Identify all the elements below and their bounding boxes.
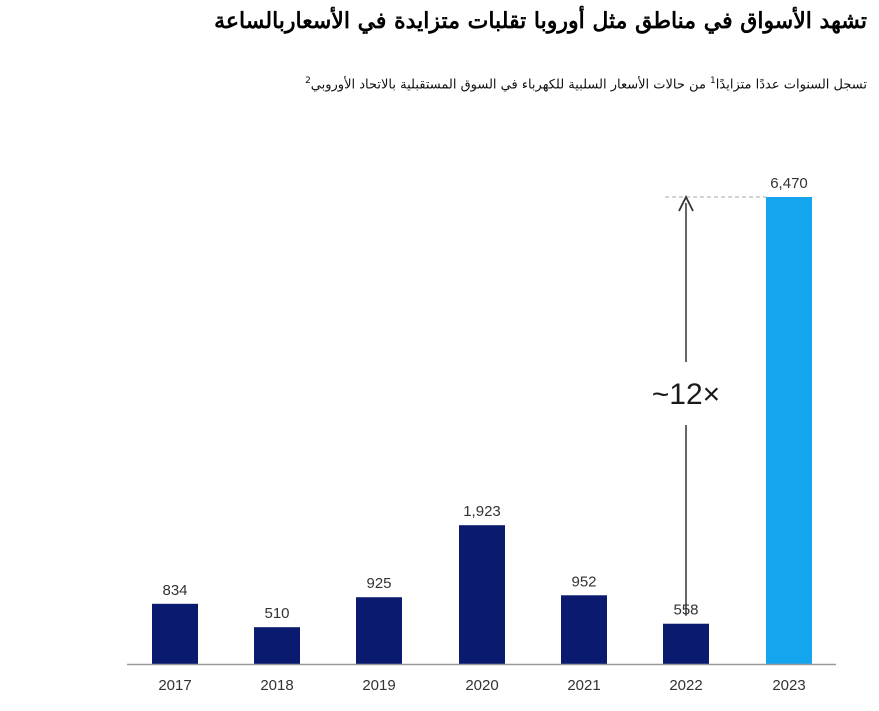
x-tick-label-2022: 2022 [669, 677, 702, 694]
value-label-2021: 952 [571, 573, 596, 590]
subtitle-text: تسجل السنوات عددًا متزايدًا [715, 77, 867, 93]
value-label-2023: 6,470 [770, 175, 808, 192]
x-tick-label-2017: 2017 [158, 677, 191, 694]
bar-2018 [254, 627, 300, 664]
x-tick-label-2021: 2021 [567, 677, 600, 694]
bar-2017 [152, 603, 198, 664]
x-tick-label-2020: 2020 [465, 677, 498, 694]
arrow-head [678, 194, 694, 212]
bar-2023 [766, 197, 812, 664]
chart-subtitle: تسجل السنوات عددًا متزايدًا1 من حالات ال… [12, 76, 867, 92]
footnote-ref-2: 2 [305, 76, 311, 86]
footnote-ref-1: 1 [710, 76, 716, 86]
bar-2021 [561, 595, 607, 664]
subtitle-text-continued: من حالات الأسعار السلبية للكهرباء في الس… [310, 77, 711, 93]
bar-2020 [459, 525, 505, 664]
value-label-2020: 1,923 [463, 503, 501, 520]
value-label-2019: 925 [366, 575, 391, 592]
value-label-2017: 834 [162, 582, 187, 599]
x-tick-label-2019: 2019 [362, 677, 395, 694]
x-tick-label-2023: 2023 [772, 677, 805, 694]
bar-2019 [356, 597, 402, 664]
bar-2022 [663, 623, 709, 664]
value-label-2018: 510 [264, 605, 289, 622]
chart-title: تشهد الأسواق في مناطق مثل أوروبا تقلبات … [214, 8, 867, 34]
x-tick-label-2018: 2018 [260, 677, 293, 694]
multiplier-label: ~12× [652, 378, 720, 411]
